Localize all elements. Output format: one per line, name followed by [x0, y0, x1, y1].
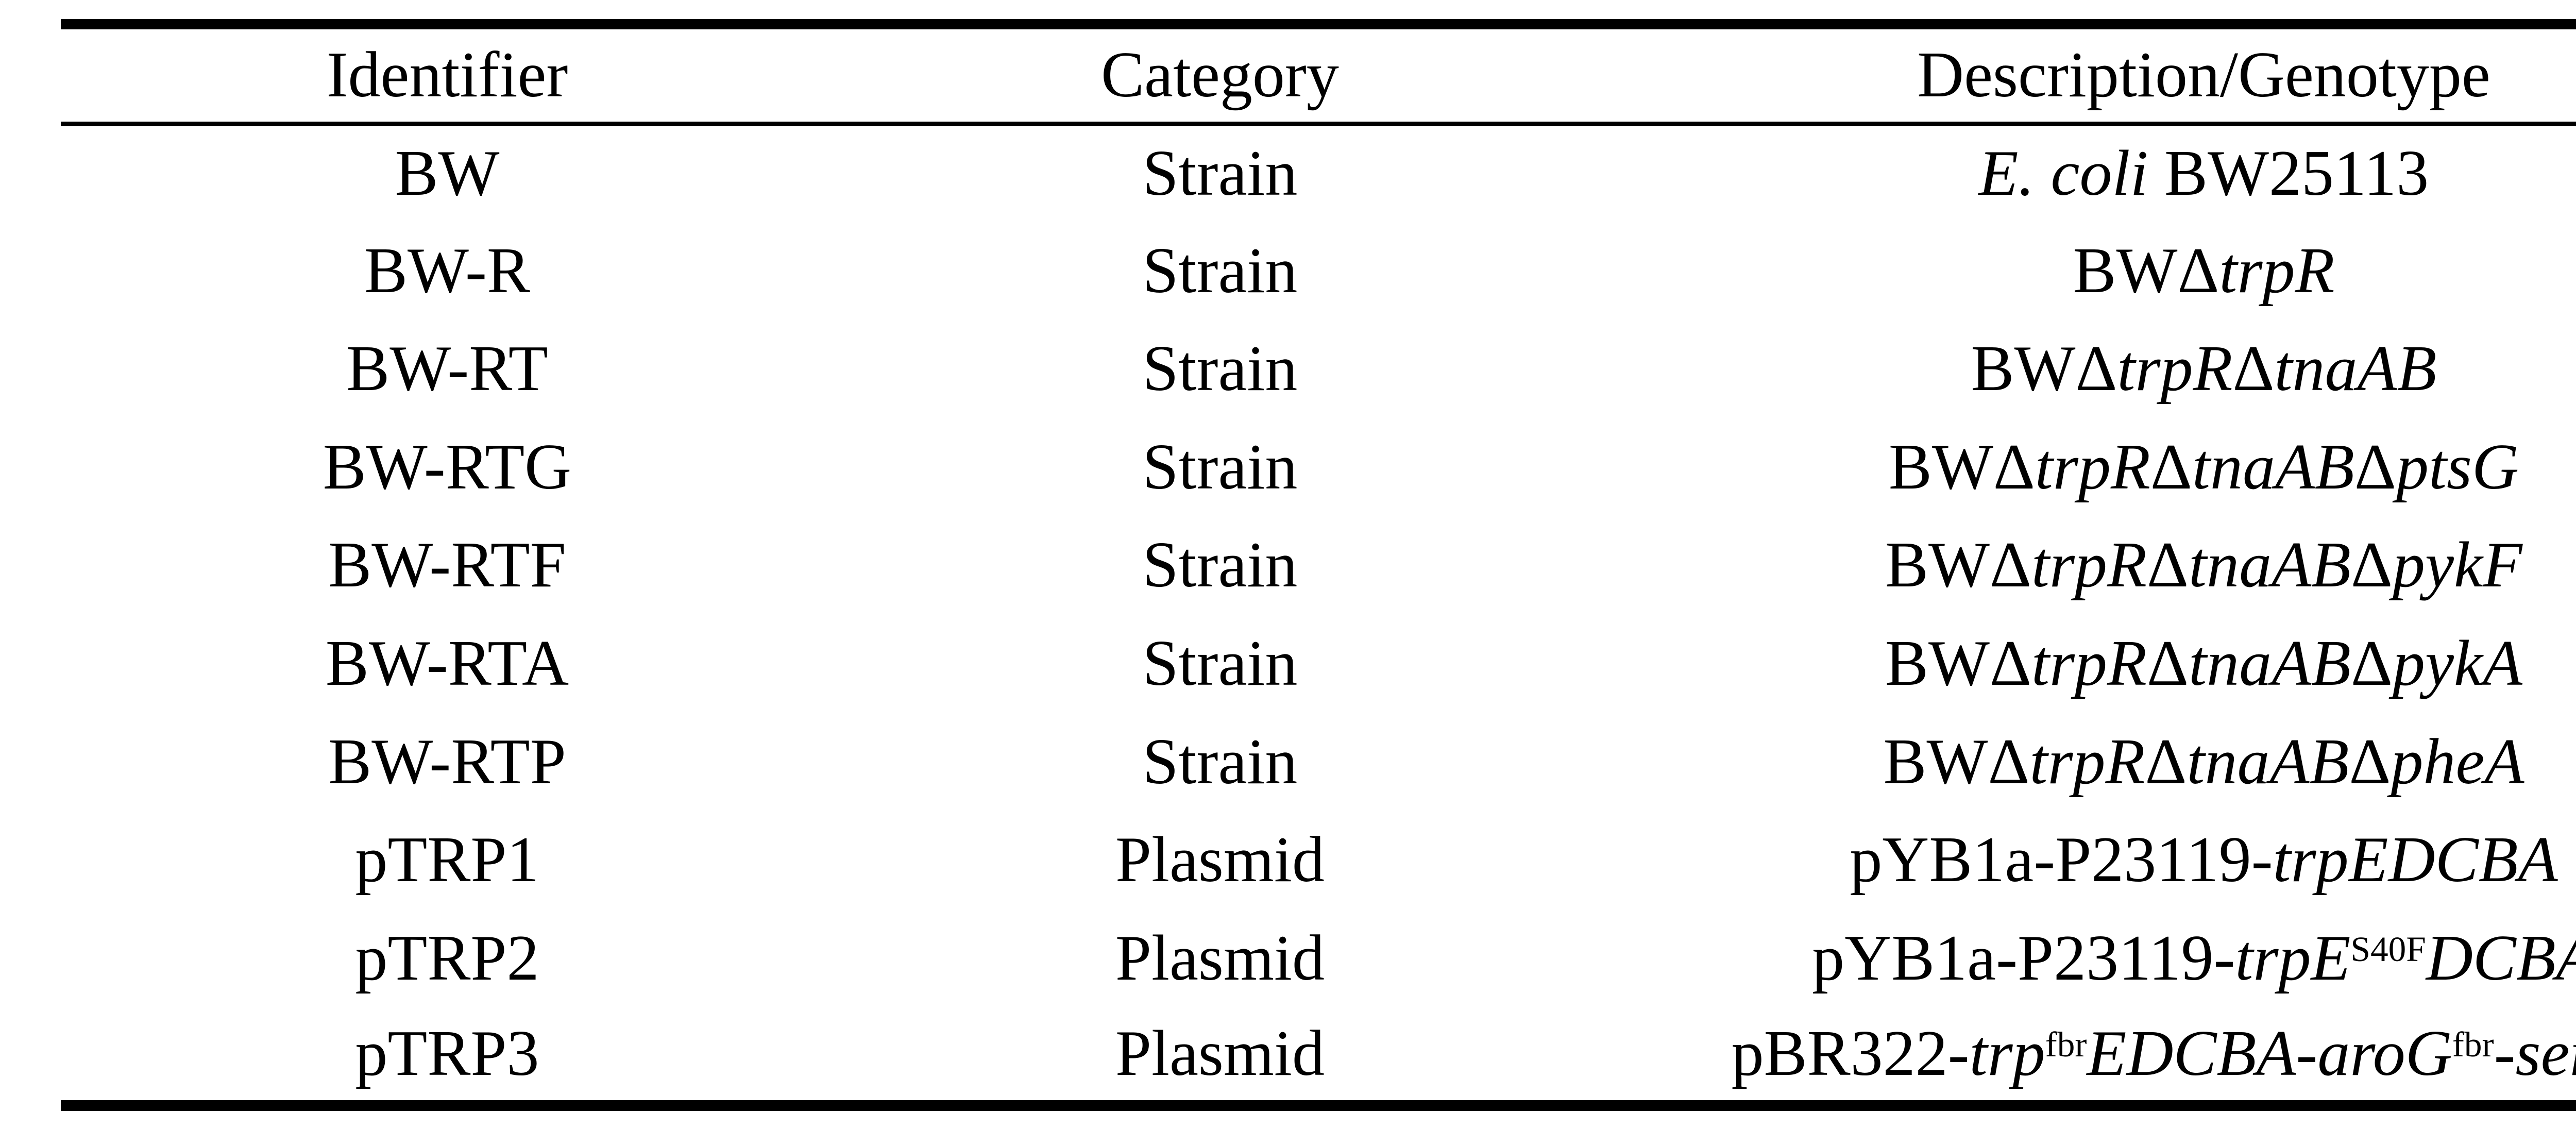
cell-description-genotype: pYB1a-P23119-trpES40FDCBA [1606, 910, 2576, 1008]
table-row: pTRP2 Plasmid pYB1a-P23119-trpES40FDCBA [61, 910, 2576, 1008]
column-header-identifier: Identifier [61, 24, 834, 126]
table-row: BW-RT Strain BWΔtrpRΔtnaAB [61, 320, 2576, 418]
description-text: BWΔ [1885, 529, 2032, 601]
description-text: Δ [2349, 726, 2391, 798]
cell-category: Strain [1142, 627, 1298, 699]
description-text: Δ [2147, 627, 2189, 699]
cell-identifier: pTRP3 [355, 1018, 539, 1090]
table-header: Identifier Category Description/Genotype [61, 24, 2576, 126]
cell-identifier: BW-RTP [328, 726, 566, 798]
description-text: - [2296, 1018, 2318, 1090]
description-text: BWΔ [1888, 431, 2035, 503]
cell-description-genotype: pYB1a-P23119-trpEDCBA [1606, 811, 2576, 910]
cell-category: Plasmid [1115, 922, 1325, 994]
cell-category: Strain [1142, 234, 1298, 307]
description-gene-name: trpR [2031, 627, 2147, 699]
description-gene-name: tnaAB [2189, 529, 2351, 601]
description-text: Δ [2145, 726, 2187, 798]
description-gene-name: trpE [2235, 922, 2351, 994]
column-header-description-genotype: Description/Genotype [1606, 24, 2576, 126]
strains-plasmids-table-container: Identifier Category Description/Genotype… [61, 19, 2576, 1112]
description-gene-name: tnaAB [2187, 726, 2349, 798]
cell-identifier: pTRP1 [355, 824, 539, 896]
description-superscript: S40F [2350, 929, 2426, 969]
cell-identifier: BW-RTG [323, 431, 572, 503]
table-body: BW Strain E. coli BW25113 BW-R Strain BWΔtrpR… [61, 124, 2576, 1106]
table-row: pTRP1 Plasmid pYB1a-P23119-trpEDCBA [61, 811, 2576, 910]
cell-category: Strain [1142, 333, 1298, 405]
table-row: BW-RTF Strain BWΔtrpRΔtnaABΔpykF [61, 516, 2576, 615]
table-row: BW-R Strain BWΔtrpR [61, 222, 2576, 321]
description-text: Δ [2232, 333, 2275, 405]
description-gene-name: trpR [2035, 431, 2150, 503]
column-header-category: Category [833, 24, 1606, 126]
description-text: pYB1a-P23119- [1812, 922, 2235, 994]
cell-description-genotype: BWΔtrpRΔtnaABΔpheA [1606, 713, 2576, 812]
table-row: BW-RTP Strain BWΔtrpRΔtnaABΔpheA [61, 713, 2576, 812]
description-text: pYB1a-P23119- [1850, 824, 2273, 896]
description-superscript: fbr [2045, 1024, 2087, 1065]
cell-description-genotype: BWΔtrpRΔtnaABΔpykA [1606, 615, 2576, 713]
cell-category: Strain [1142, 431, 1298, 503]
description-text: Δ [2150, 431, 2192, 503]
description-gene-name: tnaAB [2274, 333, 2437, 405]
cell-description-genotype: BWΔtrpRΔtnaABΔptsG [1606, 418, 2576, 517]
description-gene-name: ptsG [2396, 431, 2519, 503]
description-gene-name: DCBA [2426, 922, 2576, 994]
description-text: Δ [2147, 529, 2189, 601]
description-gene-name: pykF [2393, 529, 2522, 601]
description-gene-name: trp [1969, 1018, 2045, 1090]
description-text: Δ [2351, 627, 2393, 699]
cell-description-genotype: BWΔtrpRΔtnaABΔpykF [1606, 516, 2576, 615]
cell-category: Plasmid [1115, 824, 1325, 896]
description-gene-name: trpR [2029, 726, 2145, 798]
description-text: BWΔ [2073, 234, 2219, 307]
description-text: BWΔ [1971, 333, 2117, 405]
strains-plasmids-table: Identifier Category Description/Genotype… [61, 19, 2576, 1112]
table-row: BW-RTA Strain BWΔtrpRΔtnaABΔpykA [61, 615, 2576, 713]
cell-identifier: pTRP2 [355, 922, 539, 994]
description-text: - [2494, 1018, 2516, 1090]
cell-description-genotype: BWΔtrpR [1606, 222, 2576, 321]
description-gene-name: tnaAB [2192, 431, 2354, 503]
description-superscript: fbr [2452, 1024, 2494, 1065]
cell-description-genotype: E. coli BW25113 [1606, 124, 2576, 222]
table-row: BW Strain E. coli BW25113 [61, 124, 2576, 222]
description-gene-name: E. coli [1978, 138, 2148, 210]
description-gene-name: trpR [2117, 333, 2233, 405]
description-text: BW25113 [2148, 138, 2429, 210]
description-text: Δ [2354, 431, 2396, 503]
description-gene-name: serA [2515, 1018, 2576, 1090]
description-text: BWΔ [1883, 726, 2030, 798]
description-text: pBR322- [1731, 1018, 1970, 1090]
cell-description-genotype: pBR322-trpfbrEDCBA-aroGfbr-serAfbr [1606, 1007, 2576, 1106]
description-gene-name: tnaAB [2189, 627, 2351, 699]
table-row: BW-RTG Strain BWΔtrpRΔtnaABΔptsG [61, 418, 2576, 517]
cell-category: Strain [1142, 726, 1298, 798]
cell-identifier: BW-RTA [325, 627, 569, 699]
cell-description-genotype: BWΔtrpRΔtnaAB [1606, 320, 2576, 418]
table-row: pTRP3 Plasmid pBR322-trpfbrEDCBA-aroGfbr-s… [61, 1007, 2576, 1106]
description-text: BWΔ [1885, 627, 2032, 699]
cell-category: Strain [1142, 529, 1298, 601]
cell-identifier: BW-RTF [328, 529, 566, 601]
description-gene-name: EDCBA [2087, 1018, 2296, 1090]
description-gene-name: pykA [2393, 627, 2522, 699]
cell-category: Plasmid [1115, 1018, 1325, 1090]
description-gene-name: aroG [2317, 1018, 2452, 1090]
cell-identifier: BW-R [364, 234, 530, 307]
cell-category: Strain [1142, 138, 1298, 210]
cell-identifier: BW-RT [346, 333, 548, 405]
header-row: Identifier Category Description/Genotype [61, 24, 2576, 126]
cell-identifier: BW [395, 138, 500, 210]
description-gene-name: trpR [2031, 529, 2147, 601]
description-gene-name: trpEDCBA [2273, 824, 2558, 896]
description-gene-name: trpR [2219, 234, 2335, 307]
description-gene-name: pheA [2391, 726, 2524, 798]
description-text: Δ [2351, 529, 2393, 601]
